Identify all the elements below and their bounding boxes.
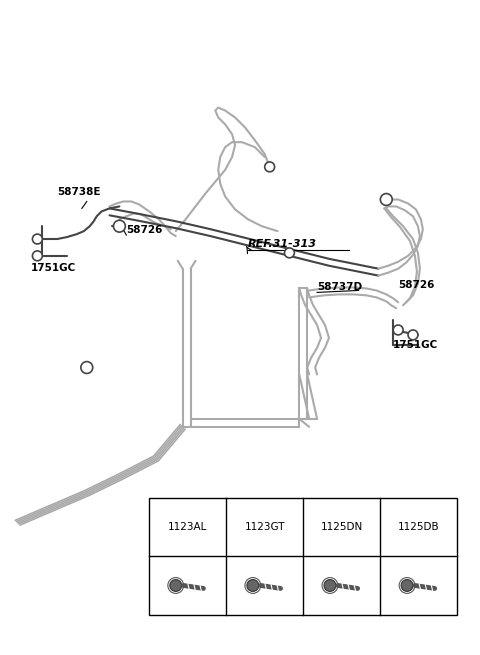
Circle shape <box>264 162 275 172</box>
Circle shape <box>408 330 418 340</box>
Text: 58737D: 58737D <box>317 282 362 292</box>
Circle shape <box>33 251 42 261</box>
Circle shape <box>401 580 413 591</box>
Text: 1123AL: 1123AL <box>168 522 207 532</box>
Circle shape <box>113 220 125 232</box>
Circle shape <box>33 234 42 244</box>
Text: 58726: 58726 <box>126 225 163 235</box>
Circle shape <box>81 362 93 373</box>
Text: 1125DN: 1125DN <box>321 522 363 532</box>
Bar <box>149 498 457 614</box>
Circle shape <box>170 580 182 591</box>
Text: 1751GC: 1751GC <box>30 263 76 272</box>
Text: REF.31-313: REF.31-313 <box>248 239 317 249</box>
Text: 1123GT: 1123GT <box>244 522 285 532</box>
Circle shape <box>380 194 392 206</box>
Circle shape <box>285 248 294 258</box>
Text: 1125DB: 1125DB <box>398 522 440 532</box>
Circle shape <box>393 325 403 335</box>
Text: 58726: 58726 <box>398 280 434 290</box>
Text: 58738E: 58738E <box>57 187 101 196</box>
Text: 1751GC: 1751GC <box>393 340 438 350</box>
Circle shape <box>324 580 336 591</box>
Circle shape <box>247 580 259 591</box>
